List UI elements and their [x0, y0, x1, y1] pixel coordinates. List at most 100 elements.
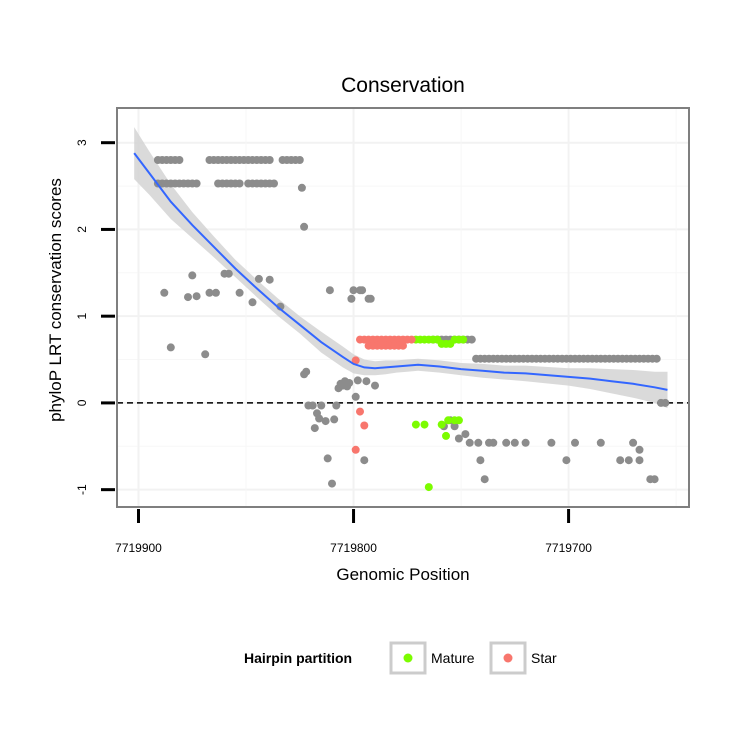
legend-dot-star	[503, 653, 513, 663]
point-other	[325, 286, 334, 295]
y-axis-label: phyloP LRT conservation scores	[46, 178, 65, 422]
point-other	[521, 438, 530, 447]
y-tick-label: 0	[75, 399, 89, 406]
point-other	[450, 422, 459, 431]
point-other	[317, 401, 326, 410]
point-other	[205, 288, 214, 297]
point-other	[353, 376, 362, 385]
point-mature	[437, 420, 446, 429]
point-mature	[442, 431, 450, 440]
point-other	[166, 343, 175, 352]
point-star	[356, 407, 364, 416]
legend-label-mature: Mature	[431, 650, 475, 666]
point-other	[547, 438, 556, 447]
point-other	[323, 454, 332, 463]
point-other	[629, 438, 638, 447]
point-other	[328, 479, 336, 488]
point-other	[235, 179, 244, 188]
point-mature	[420, 420, 429, 429]
point-other	[235, 288, 244, 297]
x-tick-label: 7719900	[115, 541, 162, 555]
loess-line	[133, 152, 668, 391]
point-star	[360, 421, 369, 430]
point-other	[265, 156, 274, 164]
point-other	[616, 456, 625, 465]
point-other	[650, 475, 659, 484]
point-other	[315, 414, 324, 423]
confidence-band	[134, 127, 668, 409]
point-other	[596, 438, 605, 447]
plot-frame	[116, 107, 690, 508]
point-other	[192, 292, 201, 301]
smooth-curve	[133, 152, 668, 391]
point-other	[310, 424, 319, 433]
point-other	[270, 179, 278, 188]
point-other	[201, 350, 210, 359]
point-other	[562, 456, 571, 465]
point-other	[635, 445, 644, 454]
point-other	[371, 381, 379, 390]
x-axis-label: Genomic Position	[336, 565, 469, 584]
y-tick-label: 2	[75, 226, 89, 233]
point-other	[571, 438, 579, 447]
point-other	[184, 293, 192, 302]
point-other	[467, 335, 476, 344]
x-tick-label: 7719800	[330, 541, 377, 555]
point-other	[461, 430, 470, 439]
point-mature	[454, 416, 463, 425]
point-other	[358, 286, 367, 295]
x-axis: 7719900 7719800 7719700	[115, 509, 592, 555]
point-other	[360, 456, 369, 465]
point-other	[192, 179, 201, 188]
point-other	[308, 401, 317, 410]
point-other	[347, 294, 356, 303]
y-tick-label: 1	[75, 313, 89, 320]
y-axis: -1 0 1 2 3	[75, 139, 115, 495]
legend-dot-mature	[403, 653, 413, 663]
point-other	[160, 288, 169, 297]
point-other	[188, 271, 197, 280]
point-other	[265, 275, 274, 284]
x-tick-label: 7719700	[545, 541, 592, 555]
point-other	[362, 377, 371, 386]
legend: Hairpin partition Mature Star	[244, 641, 557, 675]
point-other	[480, 475, 489, 484]
y-tick-label: 3	[75, 139, 89, 146]
point-other	[295, 156, 304, 164]
point-star	[351, 445, 360, 454]
point-other	[454, 434, 463, 443]
point-other	[474, 438, 483, 447]
plot-area	[117, 108, 689, 507]
point-other	[321, 417, 330, 426]
point-other	[349, 286, 358, 295]
point-other	[330, 415, 339, 424]
point-other	[624, 456, 633, 465]
panel-border	[116, 107, 690, 508]
point-star	[399, 341, 407, 350]
point-other	[476, 456, 485, 465]
point-other	[345, 379, 354, 387]
point-other	[211, 288, 220, 297]
point-other	[300, 222, 309, 231]
point-other	[351, 392, 360, 401]
confidence-band-area	[134, 127, 668, 409]
point-other	[661, 398, 670, 407]
chart-title: Conservation	[341, 74, 465, 97]
point-other	[635, 456, 644, 465]
point-star	[407, 335, 416, 344]
point-other	[332, 401, 341, 410]
point-other	[510, 438, 519, 447]
legend-label-star: Star	[531, 650, 557, 666]
point-other	[489, 438, 498, 447]
point-other	[366, 294, 375, 303]
point-other	[652, 354, 661, 363]
plot-background	[117, 108, 689, 507]
point-other	[254, 274, 263, 283]
point-other	[248, 298, 257, 307]
point-other	[224, 269, 233, 278]
data-points	[153, 156, 670, 492]
point-mature	[459, 335, 468, 344]
point-other	[175, 156, 184, 164]
y-tick-label: -1	[75, 484, 89, 495]
point-mature	[444, 416, 453, 425]
